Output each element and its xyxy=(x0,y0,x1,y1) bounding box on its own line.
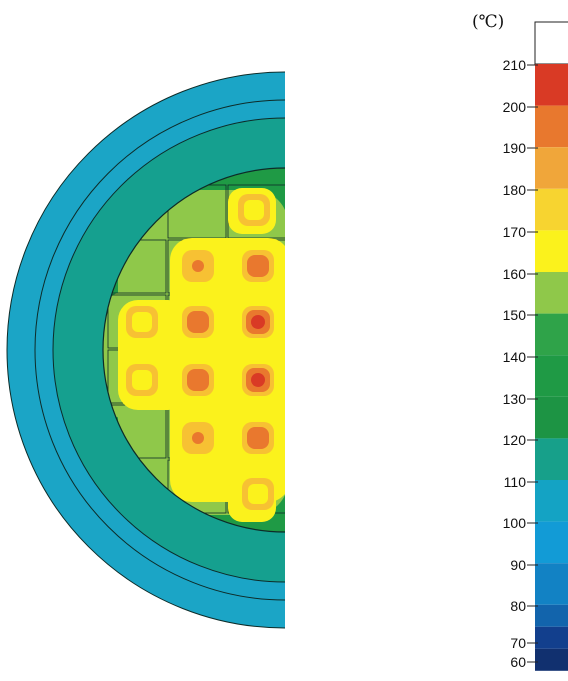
legend-band xyxy=(535,563,568,605)
rod-hotspot-core xyxy=(192,260,204,272)
rod-hotspot-core xyxy=(187,369,209,391)
legend-band xyxy=(534,21,568,65)
legend-tick-label: 200 xyxy=(503,99,527,115)
legend-band xyxy=(535,355,568,397)
legend-tick-label: 160 xyxy=(503,266,527,282)
legend-band xyxy=(535,64,568,106)
middle-shell-boundary xyxy=(52,117,285,583)
legend-band xyxy=(535,648,568,671)
rod-hotspot-core xyxy=(247,255,269,277)
legend-tick-label: 170 xyxy=(503,224,527,240)
legend-tick-label: 180 xyxy=(503,182,527,198)
legend-band xyxy=(535,105,568,148)
legend-tick-label: 60 xyxy=(510,654,526,670)
legend-band xyxy=(535,604,568,627)
rod-hotspot-core xyxy=(244,200,264,220)
rod-hotspot-core xyxy=(192,432,204,444)
legend-band xyxy=(535,147,568,189)
legend-tick-label: 120 xyxy=(503,432,527,448)
legend-tick-label: 70 xyxy=(510,635,526,651)
legend-band xyxy=(535,521,568,564)
legend-band xyxy=(535,272,568,314)
legend-band xyxy=(535,626,568,649)
legend-tick-label: 140 xyxy=(503,349,527,365)
rod-hotspot-peak xyxy=(251,373,265,387)
legend-band xyxy=(535,188,568,231)
rod-hotspot-core xyxy=(248,484,268,504)
legend-tick-label: 80 xyxy=(510,598,526,614)
legend-band xyxy=(535,230,568,272)
core-boundary xyxy=(102,167,285,533)
legend-tick-label: 110 xyxy=(504,474,527,490)
rod-hotspot-core xyxy=(132,312,152,332)
legend-band xyxy=(535,438,568,480)
legend-tick-label: 190 xyxy=(503,140,527,156)
temperature-cross-section xyxy=(6,71,285,629)
rod-hotspot-peak xyxy=(251,315,265,329)
legend-band xyxy=(535,396,568,439)
rod-hotspot-core xyxy=(132,370,152,390)
legend-band xyxy=(535,313,568,356)
legend-unit: (℃) xyxy=(472,12,505,32)
outer-shell-boundary xyxy=(34,99,285,601)
legend-tick-label: 210 xyxy=(503,57,527,73)
rod-hotspot-core xyxy=(247,427,269,449)
legend-tick-label: 90 xyxy=(510,557,526,573)
legend-tick-label: 130 xyxy=(503,391,527,407)
legend-tick-label: 150 xyxy=(503,307,527,323)
legend-band xyxy=(535,480,568,522)
rod-hotspot-core xyxy=(187,311,209,333)
legend-tick-label: 100 xyxy=(503,515,527,531)
